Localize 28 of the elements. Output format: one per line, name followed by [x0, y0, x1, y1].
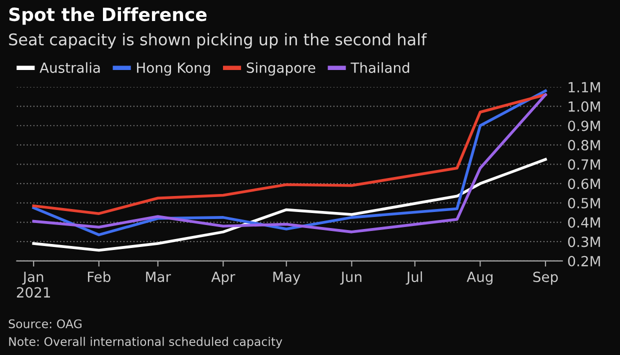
source-note: Source: OAG	[8, 319, 82, 328]
y-tick-label: 0.5M	[568, 198, 600, 208]
x-tick-label: Mar	[146, 272, 171, 282]
x-tick-label: Aug	[466, 272, 492, 285]
y-tick-label: 0.2M	[568, 256, 600, 266]
legend-label: Australia	[40, 62, 100, 73]
y-tick-label: 0.3M	[568, 236, 600, 248]
y-tick-label: 0.6M	[568, 178, 600, 190]
legend-label: Thailand	[350, 62, 410, 73]
x-tick-label: May	[273, 272, 300, 285]
y-tick-label: 0.4M	[568, 217, 600, 228]
x-tick-label: Apr	[211, 272, 236, 285]
y-tick-label: 0.7M	[568, 159, 600, 170]
legend-label: Hong Kong	[137, 62, 210, 76]
y-tick-label: 0.8M	[568, 140, 600, 150]
x-tick-label: Feb	[88, 271, 110, 282]
line-series	[32, 158, 547, 252]
x-tick-label: Jul	[406, 271, 422, 285]
y-tick-label: 1.1M	[568, 82, 600, 92]
x-tick-label: Jan 2021	[16, 272, 50, 298]
x-tick-label: Jun	[340, 272, 362, 285]
text: Note: Overall international scheduled capacity	[9, 336, 282, 348]
legend-label: Singapore	[246, 62, 316, 76]
y-tick-label: 0.9M	[568, 120, 600, 132]
chart-title: Spot the Difference	[9, 7, 207, 25]
y-tick-label: 1.0M	[568, 101, 600, 112]
chart-subtitle: Seat capacity is shown picking up in the second half	[9, 33, 427, 49]
x-tick-label: Sep	[533, 272, 558, 285]
